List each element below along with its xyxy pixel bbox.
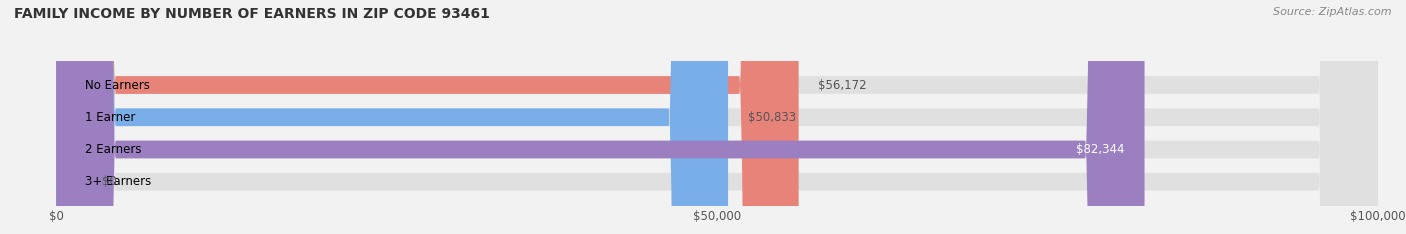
FancyBboxPatch shape [56, 0, 799, 234]
Text: $0: $0 [103, 175, 117, 188]
Text: FAMILY INCOME BY NUMBER OF EARNERS IN ZIP CODE 93461: FAMILY INCOME BY NUMBER OF EARNERS IN ZI… [14, 7, 489, 21]
Text: $56,172: $56,172 [818, 79, 868, 91]
FancyBboxPatch shape [56, 0, 1144, 234]
Text: 1 Earner: 1 Earner [86, 111, 136, 124]
FancyBboxPatch shape [56, 0, 728, 234]
FancyBboxPatch shape [56, 0, 1378, 234]
Text: Source: ZipAtlas.com: Source: ZipAtlas.com [1274, 7, 1392, 17]
Text: 3+ Earners: 3+ Earners [86, 175, 152, 188]
Text: $82,344: $82,344 [1076, 143, 1125, 156]
FancyBboxPatch shape [56, 0, 1378, 234]
FancyBboxPatch shape [56, 0, 1378, 234]
FancyBboxPatch shape [56, 0, 1378, 234]
Text: No Earners: No Earners [86, 79, 150, 91]
Text: 2 Earners: 2 Earners [86, 143, 142, 156]
Text: $50,833: $50,833 [748, 111, 796, 124]
